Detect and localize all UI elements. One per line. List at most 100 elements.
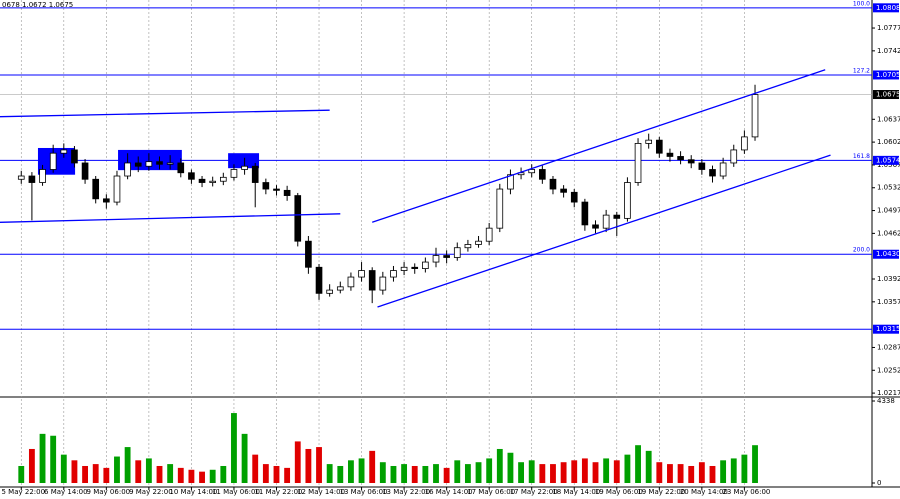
volume-bar bbox=[401, 464, 408, 483]
candle-body bbox=[358, 270, 365, 278]
candle-body bbox=[698, 162, 706, 170]
x-tick-label: 12 May 14:00 bbox=[297, 488, 345, 496]
candle-body bbox=[507, 174, 514, 190]
volume-bar bbox=[677, 464, 684, 483]
level-label: 1.0705 bbox=[876, 71, 900, 79]
candle-body bbox=[719, 162, 727, 177]
candle-body bbox=[219, 176, 227, 182]
candle-body bbox=[602, 214, 610, 229]
x-tick-label: 9 May 06:00 bbox=[87, 488, 131, 496]
volume-bar bbox=[560, 462, 567, 483]
volume-bar bbox=[486, 458, 493, 483]
x-tick-label: 11 May 06:00 bbox=[212, 488, 260, 496]
y-tick-label: 1.0357 bbox=[877, 298, 900, 306]
candle-body bbox=[60, 149, 68, 154]
candle-body bbox=[177, 162, 185, 174]
last-price-label: 1.0675 bbox=[876, 91, 900, 99]
candle-body bbox=[28, 175, 36, 183]
volume-bar bbox=[316, 447, 322, 483]
trendline bbox=[0, 109, 330, 118]
volume-bar bbox=[581, 458, 588, 483]
candle-body bbox=[666, 152, 674, 157]
y-tick-label: 1.0777 bbox=[877, 24, 900, 32]
candle-body bbox=[305, 240, 312, 268]
x-tick-label: 13 May 22:00 bbox=[382, 488, 430, 496]
candle-body bbox=[422, 261, 429, 269]
candle-body bbox=[81, 162, 89, 180]
y-tick-label: 1.0217 bbox=[877, 389, 900, 397]
volume-bar bbox=[539, 464, 546, 483]
zone bbox=[118, 149, 182, 171]
volume-bar bbox=[422, 465, 429, 483]
candle-body bbox=[113, 175, 121, 203]
candle-body bbox=[485, 227, 493, 242]
candle-body bbox=[368, 270, 376, 291]
volume-bar bbox=[518, 462, 524, 483]
candle-body bbox=[539, 169, 546, 180]
volume-bar bbox=[369, 450, 376, 483]
candle-body bbox=[230, 169, 238, 178]
volume-bar bbox=[507, 452, 514, 483]
level-label: 1.0430 bbox=[876, 250, 900, 258]
candle-body bbox=[432, 255, 440, 263]
volume-bar bbox=[496, 448, 503, 483]
candle-body bbox=[315, 266, 323, 294]
volume-bar bbox=[337, 465, 344, 483]
volume-bar bbox=[156, 465, 163, 483]
x-tick-label: 19 May 06:00 bbox=[595, 488, 643, 496]
volume-bar bbox=[262, 464, 269, 483]
header: 0678 1.0672 1.0675 bbox=[2, 1, 73, 9]
candle-body bbox=[624, 182, 631, 219]
volume-bar bbox=[71, 460, 78, 483]
candle-body bbox=[326, 289, 333, 294]
volume-bar bbox=[50, 435, 57, 483]
candle-body bbox=[730, 149, 738, 164]
candle-body bbox=[71, 149, 78, 164]
x-tick-label: 6 May 14:00 bbox=[44, 488, 88, 496]
volume-bar bbox=[18, 465, 25, 483]
candle-body bbox=[347, 276, 355, 288]
candle-body bbox=[453, 247, 461, 258]
volume-bar bbox=[464, 464, 471, 483]
y-tick-label: 1.0252 bbox=[877, 366, 900, 374]
candle-body bbox=[549, 178, 557, 190]
last-price-box bbox=[873, 90, 899, 100]
volume-bar bbox=[135, 460, 142, 483]
candle-body bbox=[145, 161, 153, 167]
candle-body bbox=[188, 172, 195, 180]
candle-body bbox=[294, 195, 302, 242]
trendline bbox=[377, 154, 831, 308]
candle-body bbox=[262, 182, 270, 190]
volume-bar bbox=[613, 460, 620, 483]
candle-body bbox=[390, 270, 397, 278]
x-tick-label: 19 May 22:00 bbox=[637, 488, 685, 496]
y-tick-label: 1.0392 bbox=[877, 275, 900, 283]
candle-body bbox=[103, 198, 110, 203]
volume-bar bbox=[752, 445, 758, 483]
volume-bar bbox=[199, 471, 205, 483]
volume-bar bbox=[177, 467, 184, 483]
candle-body bbox=[273, 188, 280, 191]
level-label-box bbox=[873, 70, 899, 80]
fib-label: 161.8 bbox=[853, 153, 870, 160]
candle-body bbox=[677, 156, 684, 161]
level-label: 1.0574 bbox=[876, 156, 900, 164]
y-tick-label: 1.0742 bbox=[877, 47, 900, 55]
volume-bar bbox=[358, 458, 365, 483]
volume-bar bbox=[220, 465, 227, 483]
candle-body bbox=[528, 169, 536, 174]
level-label-box bbox=[873, 324, 899, 334]
level-label: 1.0315 bbox=[876, 325, 900, 333]
volume-bar bbox=[720, 460, 727, 483]
candle-body bbox=[645, 139, 653, 144]
x-tick-label: 20 May 14:00 bbox=[680, 488, 728, 496]
volume-bar bbox=[167, 464, 174, 483]
volume-bar bbox=[379, 462, 386, 483]
volume-bar bbox=[741, 454, 748, 483]
x-tick-label: 17 May 06:00 bbox=[467, 488, 515, 496]
volume-bar bbox=[326, 464, 333, 483]
candle-body bbox=[592, 224, 599, 229]
candle-body bbox=[687, 159, 695, 164]
y-tick-label: 1.0637 bbox=[877, 115, 900, 123]
